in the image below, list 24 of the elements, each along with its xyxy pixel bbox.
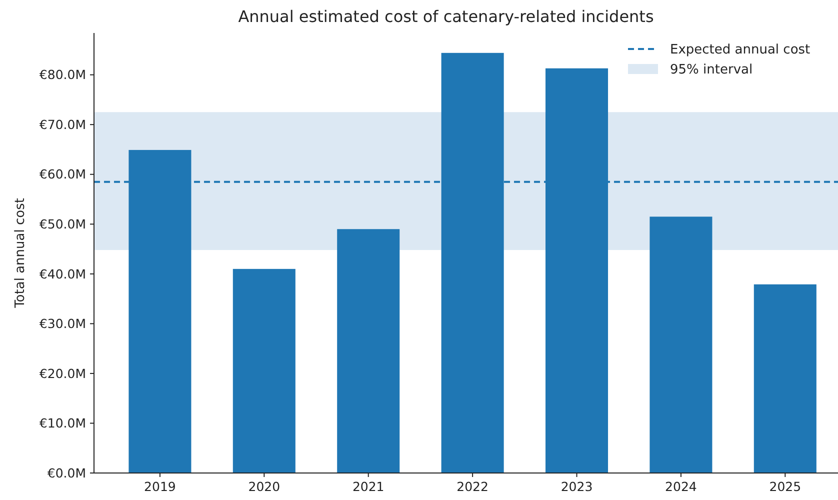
y-tick-label: €80.0M xyxy=(39,67,86,82)
y-axis-title: Total annual cost xyxy=(13,198,28,309)
bar xyxy=(337,229,400,473)
x-tick-label: 2022 xyxy=(456,479,488,494)
bar xyxy=(754,284,816,473)
x-tick-label: 2020 xyxy=(248,479,280,494)
y-tick-label: €10.0M xyxy=(39,416,86,431)
x-tick-label: 2023 xyxy=(560,479,593,494)
x-tick-label: 2025 xyxy=(769,479,802,494)
y-tick-label: €70.0M xyxy=(39,116,86,132)
bar xyxy=(232,268,296,473)
y-tick-label: €40.0M xyxy=(39,266,86,282)
bar xyxy=(650,216,712,473)
y-tick-label: €20.0M xyxy=(39,366,86,381)
y-tick-label: €60.0M xyxy=(39,166,86,182)
chart-title: Annual estimated cost of catenary-related incidents xyxy=(238,7,654,26)
x-tick-label: 2019 xyxy=(144,479,176,494)
x-tick-label: 2021 xyxy=(352,479,384,494)
y-tick-label: €30.0M xyxy=(39,316,86,332)
x-tick-label: 2024 xyxy=(665,479,697,494)
legend-label: Expected annual cost xyxy=(670,42,810,58)
y-tick-label: €0.0M xyxy=(47,465,86,480)
legend-label: 95% interval xyxy=(670,62,753,78)
y-tick-label: €50.0M xyxy=(39,216,86,232)
